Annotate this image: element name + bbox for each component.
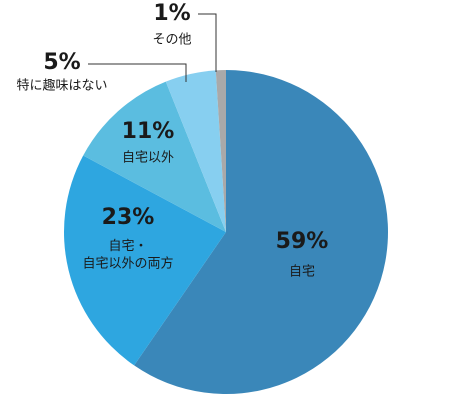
leader-line	[88, 63, 187, 82]
pie-slice	[215, 70, 226, 232]
category-label: 特に趣味はない	[16, 79, 107, 94]
category-label: 自宅	[289, 265, 315, 280]
value-label: 59%	[276, 229, 329, 254]
leader-line	[198, 13, 217, 72]
pie-slice	[83, 81, 226, 232]
category-label: 自宅・自宅以外の両方	[82, 239, 173, 272]
pie-slice	[165, 70, 226, 232]
value-label: 1%	[153, 1, 190, 26]
pie-slice	[134, 70, 388, 394]
pie-slice	[63, 155, 226, 366]
value-label: 23%	[102, 205, 155, 230]
value-label: 5%	[43, 50, 80, 75]
value-label: 11%	[122, 119, 175, 144]
category-label: 自宅以外	[122, 151, 174, 166]
category-label: その他	[152, 33, 191, 48]
